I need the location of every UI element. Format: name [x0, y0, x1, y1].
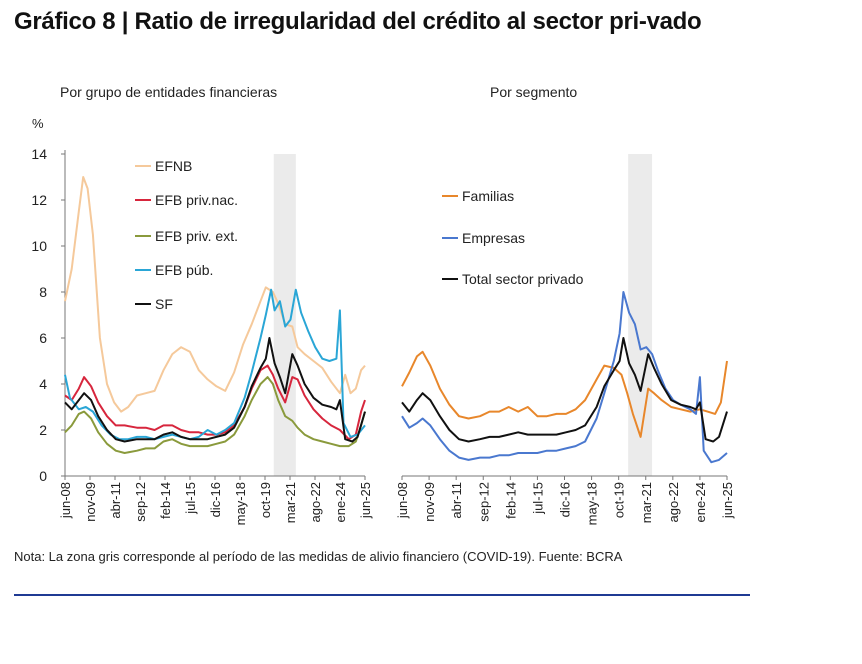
- x-tick-label: feb-14: [503, 482, 518, 519]
- chart-note: Nota: La zona gris corresponde al períod…: [14, 549, 623, 564]
- y-tick-label: 14: [31, 146, 47, 162]
- y-tick-label: 4: [39, 376, 47, 392]
- x-tick-label: abr-11: [449, 482, 464, 519]
- y-axis-label: %: [32, 116, 44, 131]
- legend-label: Total sector privado: [462, 271, 584, 287]
- covid-shaded-region: [628, 154, 653, 476]
- x-tick-label: sep-12: [476, 482, 491, 522]
- series-line-1: [401, 350, 728, 438]
- right-panel-title: Por segmento: [490, 84, 578, 100]
- chart-title: Gráfico 8 | Ratio de irregularidad del c…: [14, 8, 702, 35]
- x-tick-label: feb-14: [158, 482, 173, 519]
- series-line-2: [401, 291, 728, 464]
- y-tick-label: 10: [31, 238, 47, 254]
- series-line-5: [64, 337, 366, 443]
- x-tick-label: ene-24: [333, 482, 348, 522]
- x-tick-label: jul-15: [183, 482, 198, 515]
- x-tick-label: dic-16: [208, 482, 223, 517]
- x-tick-label: jun-08: [395, 482, 410, 519]
- x-tick-label: jun-25: [358, 482, 373, 519]
- x-tick-label: jun-25: [720, 482, 735, 519]
- x-tick-label: oct-19: [612, 482, 627, 518]
- legend-label: Empresas: [462, 230, 525, 246]
- legend-label: EFB priv. ext.: [155, 228, 238, 244]
- series-line-3: [64, 376, 366, 454]
- covid-shaded-region: [273, 154, 296, 476]
- bottom-rule: [14, 594, 750, 596]
- legend-label: Familias: [462, 188, 514, 204]
- x-tick-label: jul-15: [530, 482, 545, 515]
- x-tick-label: ene-24: [693, 482, 708, 522]
- x-tick-label: ago-22: [308, 482, 323, 522]
- y-tick-label: 6: [39, 330, 47, 346]
- y-tick-label: 0: [39, 468, 47, 484]
- legend-label: EFB púb.: [155, 262, 213, 278]
- y-tick-label: 8: [39, 284, 47, 300]
- left-panel-title: Por grupo de entidades financieras: [60, 84, 278, 100]
- series-line-1: [64, 176, 366, 413]
- legend-label: SF: [155, 296, 173, 312]
- x-tick-label: may-18: [585, 482, 600, 525]
- x-tick-label: mar-21: [283, 482, 298, 523]
- legend-label: EFNB: [155, 158, 192, 174]
- panel-1: 0 2 4 6 8 10 12 14% jun-08 nov-09 abr-11 sep-12 feb-…: [31, 116, 373, 525]
- series-line-3: [401, 337, 728, 443]
- x-tick-label: nov-09: [83, 482, 98, 522]
- y-tick-label: 2: [39, 422, 47, 438]
- x-tick-label: sep-12: [133, 482, 148, 522]
- x-tick-label: ago-22: [666, 482, 681, 522]
- series-line-2: [64, 364, 366, 441]
- x-tick-label: nov-09: [422, 482, 437, 522]
- x-tick-label: oct-19: [258, 482, 273, 518]
- x-tick-label: abr-11: [108, 482, 123, 519]
- legend-label: EFB priv.nac.: [155, 192, 238, 208]
- x-tick-label: mar-21: [639, 482, 654, 523]
- series-line-4: [64, 288, 366, 441]
- x-tick-label: dic-16: [558, 482, 573, 517]
- y-tick-label: 12: [31, 192, 47, 208]
- x-tick-label: may-18: [233, 482, 248, 525]
- panel-2: jun-08 nov-09 abr-11 sep-12 feb-14 jul-15 dic-…: [395, 154, 735, 525]
- x-tick-label: jun-08: [58, 482, 73, 519]
